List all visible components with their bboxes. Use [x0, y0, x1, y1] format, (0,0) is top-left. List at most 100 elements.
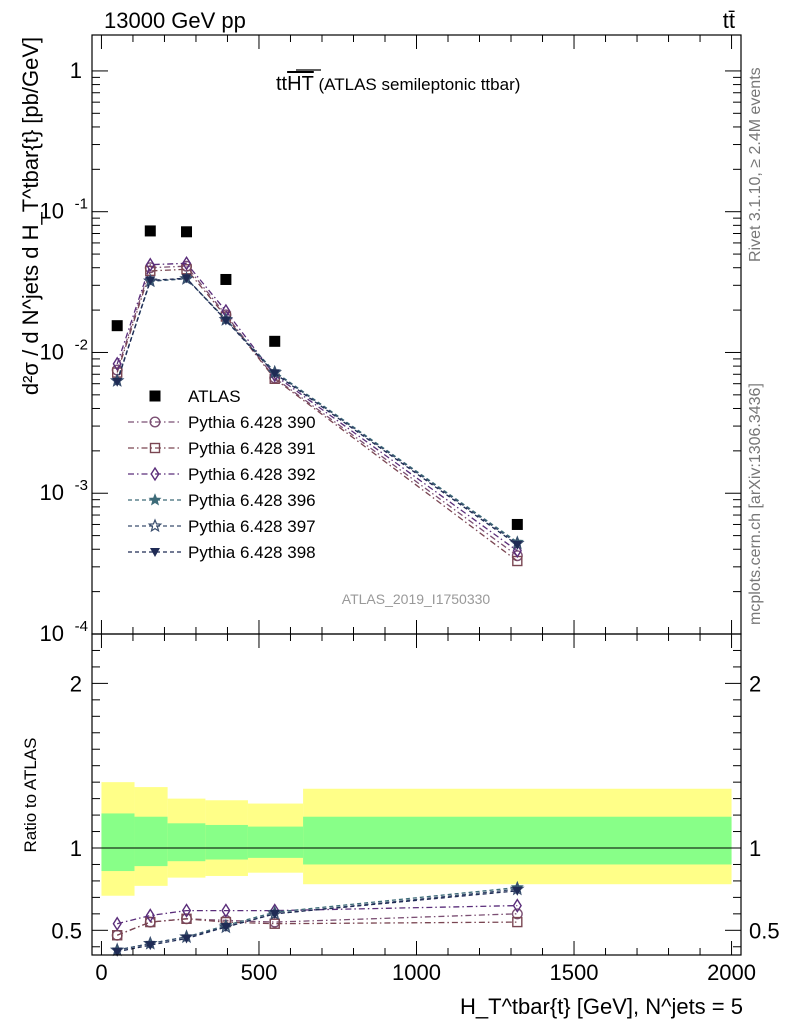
rivet-note: Rivet 3.1.10, ≥ 2.4M events — [747, 67, 764, 262]
legend-label: Pythia 6.428 397 — [188, 517, 316, 536]
y-tick-label: 10 — [40, 339, 64, 364]
series-line — [116, 262, 518, 552]
x-tick-label: 0 — [95, 960, 107, 985]
ratio-series-line — [117, 890, 518, 953]
ratio-y-tick-label-right: 0.5 — [749, 918, 780, 943]
data-point — [181, 274, 192, 284]
ratio-y-tick-label: 0.5 — [51, 918, 82, 943]
data-point — [511, 518, 523, 530]
data-point — [147, 518, 163, 533]
series-line — [116, 265, 518, 557]
data-point — [512, 898, 522, 913]
data-point — [112, 377, 123, 387]
legend-label: Pythia 6.428 390 — [188, 413, 316, 432]
green-band — [101, 813, 135, 872]
data-point — [145, 257, 155, 273]
header-left: 13000 GeV pp — [104, 8, 246, 33]
main-y-label: d²σ / d N^jets d H_T^tbar{t} [pb/GeV] — [18, 37, 43, 395]
ratio-series-line — [117, 904, 518, 925]
ratio-series-group — [109, 880, 525, 957]
green-band — [303, 816, 732, 865]
ratio-y-tick-label: 2 — [70, 671, 82, 696]
legend-label: Pythia 6.428 392 — [188, 465, 316, 484]
data-point — [221, 903, 231, 918]
mcplots-note: mcplots.cern.ch [arXiv:1306.3436] — [747, 383, 764, 625]
main-series-group — [109, 225, 525, 567]
data-point — [112, 916, 122, 932]
ratio-y-tick-label-right: 1 — [749, 836, 761, 861]
y-tick-exponent: -2 — [75, 336, 88, 353]
plot-title: ttHT (ATLAS semileptonic ttbar) — [276, 73, 520, 95]
data-point — [181, 903, 192, 918]
data-point — [148, 493, 162, 506]
data-point — [269, 909, 280, 919]
data-point — [150, 466, 160, 482]
series-line — [116, 278, 518, 544]
data-point — [145, 908, 155, 923]
data-point — [112, 356, 122, 372]
y-tick-exponent: -4 — [75, 618, 88, 635]
data-point — [145, 916, 156, 928]
data-point — [181, 913, 192, 924]
legend-label: Pythia 6.428 396 — [188, 491, 316, 510]
data-point — [220, 316, 231, 326]
data-point — [511, 908, 523, 920]
data-point — [269, 918, 280, 929]
data-point — [181, 934, 192, 944]
legend-label: Pythia 6.428 398 — [188, 543, 316, 562]
data-point — [145, 276, 156, 286]
legend-label: Pythia 6.428 391 — [188, 439, 316, 458]
data-point — [150, 548, 160, 557]
data-point — [512, 886, 523, 896]
data-point — [269, 335, 281, 347]
y-tick-exponent: -3 — [75, 477, 88, 494]
data-point — [111, 929, 123, 941]
ratio-y-tick-label: 1 — [70, 836, 82, 861]
data-point — [144, 225, 156, 237]
ratio-y-tick-label-right: 2 — [749, 671, 761, 696]
data-point — [149, 390, 161, 402]
ratio-uncertainty-bands — [101, 782, 732, 896]
ratio-y-label: Ratio to ATLAS — [21, 738, 40, 853]
data-point — [512, 543, 522, 559]
x-tick-label: 1500 — [550, 960, 599, 985]
data-point — [111, 320, 123, 332]
legend: ATLAS Pythia 6.428 390 Pythia 6.428 391 Pyt… — [128, 387, 316, 562]
data-point — [112, 947, 123, 957]
data-point — [149, 416, 161, 428]
ratio-series-line — [117, 888, 518, 951]
x-axis-label: H_T^tbar{t} [GeV], N^jets = 5 — [460, 994, 743, 1019]
ratio-series-line — [116, 918, 518, 936]
series-line — [116, 277, 518, 543]
green-band — [205, 824, 248, 860]
x-tick-label: 1000 — [392, 960, 441, 985]
data-point — [269, 369, 280, 379]
ratio-series-line — [116, 913, 518, 936]
x-tick-label: 2000 — [707, 960, 756, 985]
chart-texts: 0 500 1000 1500 2000 10 -4 10 -3 10 -2 10 -1 1 0.5 0.5 1… — [18, 8, 780, 1019]
y-tick-label: 10 — [40, 621, 64, 646]
data-point — [512, 540, 523, 550]
data-point — [181, 255, 192, 271]
green-band — [134, 816, 168, 867]
data-point — [512, 916, 523, 928]
data-point — [149, 442, 161, 454]
y-tick-exponent: -1 — [75, 196, 88, 213]
green-band — [167, 823, 206, 862]
data-point — [145, 941, 156, 951]
series-line — [116, 268, 518, 562]
x-tick-label: 500 — [241, 960, 278, 985]
data-point — [220, 923, 231, 933]
header-right: tt̄ — [723, 8, 735, 33]
analysis-watermark: ATLAS_2019_I1750330 — [342, 591, 491, 607]
data-point — [181, 226, 193, 238]
y-tick-label: 10 — [40, 480, 64, 505]
y-tick-label: 10 — [40, 199, 64, 224]
series-line — [116, 277, 518, 546]
axis-ticks — [92, 35, 741, 955]
green-band — [247, 826, 304, 858]
data-point — [511, 550, 523, 562]
legend-label: ATLAS — [188, 387, 241, 406]
data-point — [220, 273, 232, 285]
